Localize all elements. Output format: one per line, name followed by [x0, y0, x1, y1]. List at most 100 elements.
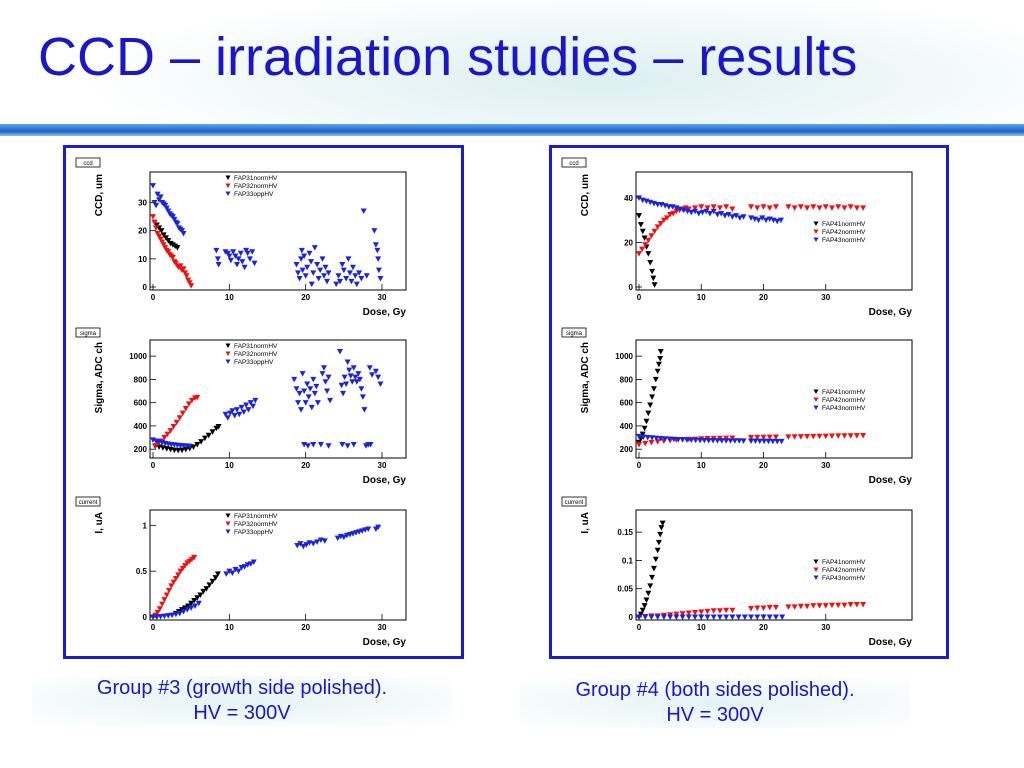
right-caption: Group #4 (both sides polished). HV = 300… — [520, 678, 910, 728]
data-point — [636, 614, 642, 620]
data-point — [374, 247, 381, 254]
y-tick-label: 30 — [138, 199, 147, 208]
legend-marker — [225, 359, 231, 364]
data-point — [212, 575, 219, 581]
data-point — [340, 390, 347, 397]
data-point — [177, 263, 184, 269]
data-point — [774, 218, 781, 225]
left-caption-line1: Group #3 (growth side polished). — [96, 677, 388, 699]
data-point — [179, 565, 186, 572]
data-point — [778, 438, 785, 445]
chart-tag-box — [75, 327, 101, 338]
y-tick-label: 400 — [134, 422, 148, 431]
data-point — [654, 224, 661, 230]
data-point — [636, 251, 642, 257]
data-point — [291, 376, 298, 383]
data-point — [176, 610, 183, 617]
data-point — [294, 543, 301, 549]
data-point — [236, 411, 243, 418]
legend-label: FAP32normHV — [234, 183, 278, 190]
x-axis-label: Dose, Gy — [363, 307, 407, 318]
data-point — [703, 208, 710, 215]
data-point — [645, 410, 652, 417]
data-point — [704, 614, 711, 620]
data-point — [320, 365, 327, 371]
data-point — [222, 411, 229, 418]
data-point — [760, 204, 767, 210]
data-point — [673, 611, 680, 618]
plot-frame — [635, 509, 913, 621]
data-point — [688, 209, 695, 216]
data-point — [349, 264, 356, 271]
plot-frame — [149, 171, 407, 291]
data-point — [835, 204, 842, 210]
data-point — [365, 526, 372, 532]
y-axis-label: I, uA — [580, 512, 591, 534]
legend-marker — [225, 529, 231, 534]
data-point — [197, 592, 204, 598]
data-point — [727, 438, 734, 444]
data-point — [224, 415, 231, 421]
data-point — [194, 442, 201, 448]
data-point — [647, 583, 654, 589]
x-axis-label: Dose, Gy — [869, 637, 913, 648]
data-point — [641, 425, 648, 432]
data-point — [306, 250, 313, 257]
data-point — [244, 250, 251, 257]
x-axis-label: Dose, Gy — [363, 475, 407, 486]
data-point — [232, 253, 239, 260]
data-point — [243, 402, 250, 408]
legend-label: FAP41normHV — [822, 221, 866, 228]
data-point — [636, 433, 642, 440]
y-tick-label: 200 — [134, 445, 148, 454]
data-point — [353, 281, 360, 288]
data-point — [340, 267, 347, 274]
data-point — [206, 582, 213, 588]
data-point — [302, 273, 309, 279]
data-point — [658, 525, 665, 531]
data-point — [200, 588, 207, 595]
data-point — [153, 202, 160, 209]
data-point — [710, 208, 717, 215]
data-point — [643, 597, 650, 604]
data-point — [355, 371, 362, 377]
data-point — [810, 204, 817, 210]
data-point — [170, 579, 177, 586]
data-point — [649, 435, 656, 441]
data-point — [748, 438, 755, 445]
data-point — [198, 439, 205, 445]
data-point — [172, 243, 179, 250]
data-point — [191, 554, 198, 561]
data-point — [163, 592, 170, 598]
data-point — [363, 273, 370, 279]
data-point — [670, 210, 677, 217]
data-point — [657, 531, 664, 538]
data-point — [785, 604, 792, 610]
x-tick-label: 0 — [151, 461, 156, 470]
data-point — [296, 390, 303, 397]
data-point — [679, 437, 686, 443]
data-point — [723, 438, 730, 444]
data-point — [314, 400, 321, 406]
data-point — [344, 359, 351, 365]
chart-tag-box — [75, 157, 101, 168]
data-point — [655, 539, 662, 546]
chart-tag-box — [561, 496, 587, 507]
data-point — [174, 221, 181, 227]
data-point — [699, 209, 706, 216]
data-point — [182, 405, 189, 412]
data-point — [172, 611, 179, 618]
data-point — [293, 261, 300, 268]
y-tick-label: 0 — [143, 283, 148, 292]
data-point — [740, 214, 747, 220]
data-point — [804, 434, 811, 440]
data-point — [705, 437, 712, 444]
data-point — [324, 388, 331, 395]
y-tick-label: 600 — [620, 399, 634, 408]
data-point — [761, 438, 768, 445]
x-axis-label: Dose, Gy — [363, 637, 407, 648]
data-point — [356, 376, 363, 383]
data-point — [710, 608, 717, 614]
data-point — [657, 220, 664, 227]
